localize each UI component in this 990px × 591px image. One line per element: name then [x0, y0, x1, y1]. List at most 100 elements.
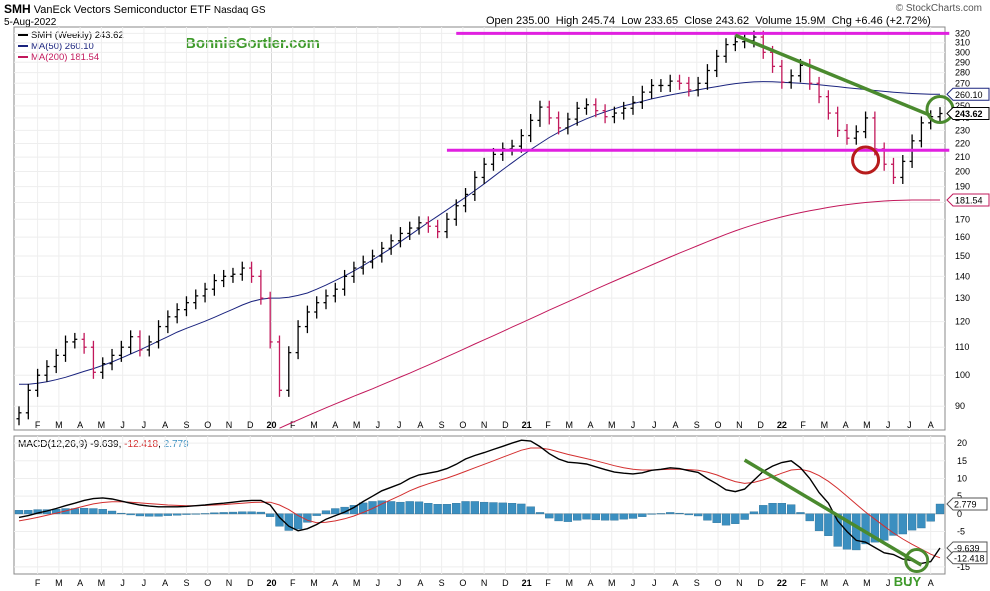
price-y-tick-label: 310	[955, 38, 970, 48]
price-bar	[779, 59, 785, 89]
ma200-line	[279, 199, 940, 429]
security-name: VanEck Vectors Semiconductor ETF	[33, 4, 211, 16]
macd-histogram-bar	[154, 513, 163, 517]
price-bar	[658, 79, 664, 93]
price-y-tick-label: 230	[955, 125, 970, 135]
macd-histogram-bar	[656, 513, 666, 515]
price-bar	[286, 346, 292, 397]
price-bar	[844, 124, 850, 145]
macd-histogram-bar	[684, 513, 693, 516]
price-bar	[379, 241, 385, 263]
price-bar	[918, 116, 924, 148]
macd-histogram-bar	[591, 513, 600, 521]
macd-x-tick-label: O	[715, 578, 722, 588]
price-bar	[258, 269, 264, 305]
macd-y-tick-label: -15	[957, 562, 970, 572]
price-tag	[946, 107, 990, 121]
macd-buy-circle	[904, 548, 930, 574]
price-x-tick-label: D	[247, 420, 254, 430]
watermark: BonnieGortler.com	[185, 35, 321, 52]
price-bar	[267, 291, 273, 349]
macd-histogram-bar	[479, 501, 489, 515]
macd-histogram-bar	[768, 503, 777, 515]
macd-x-tick-label: O	[204, 578, 211, 588]
macd-x-tick-label: A	[673, 578, 679, 588]
price-tag	[946, 193, 990, 207]
macd-histogram-bar	[256, 511, 266, 515]
price-bar	[704, 64, 710, 90]
price-bar	[416, 216, 422, 235]
macd-x-tick-label: D	[247, 578, 254, 588]
price-bar	[528, 113, 534, 143]
price-legend: SMH (Weekly) 243.62 MA(50) 260.10 MA(200…	[18, 30, 124, 63]
ma50-line	[19, 81, 941, 385]
macd-x-tick-label: A	[417, 578, 423, 588]
price-y-tick-label: 270	[955, 78, 970, 88]
macd-histogram-bar	[79, 507, 89, 515]
price-y-tick-label: 190	[955, 182, 970, 192]
macd-histogram-bar	[396, 501, 405, 515]
price-bar	[249, 261, 255, 283]
price-y-tick-label: 140	[955, 271, 970, 281]
price-bar	[63, 335, 69, 362]
macd-value-1: -9.639	[90, 439, 119, 450]
macd-tag	[946, 497, 988, 511]
price-bar	[16, 406, 22, 426]
price-x-tick-label: O	[715, 420, 722, 430]
price-bar	[677, 74, 683, 90]
price-bar	[174, 303, 180, 324]
price-bar	[230, 267, 236, 283]
macd-histogram-bar	[386, 501, 396, 515]
price-x-tick-label: A	[417, 420, 423, 430]
macd-histogram-bar	[898, 513, 907, 535]
price-bar	[723, 38, 729, 63]
price-bar	[44, 360, 50, 382]
macd-histogram-bar	[433, 504, 442, 515]
chg-label: Chg	[831, 15, 852, 27]
price-bar	[202, 282, 208, 303]
close-value: 243.62	[715, 15, 750, 27]
chg-value: +6.46 (+2.72%)	[854, 15, 931, 27]
price-bar	[25, 383, 31, 420]
price-bar	[323, 289, 329, 310]
macd-y-tick-label: 10	[957, 473, 967, 483]
macd-x-tick-label: J	[142, 578, 147, 588]
macd-histogram-bar	[210, 512, 219, 515]
price-x-tick-label: A	[843, 420, 849, 430]
exchange: Nasdaq GS	[213, 5, 266, 16]
ohlc-summary: Open 235.00 High 245.74 Low 233.65 Close…	[486, 15, 931, 27]
legend-swatch-ma200	[18, 56, 28, 59]
price-bar	[370, 249, 376, 269]
price-y-tick-label: 250	[955, 101, 970, 111]
macd-x-tick-label: 22	[777, 578, 787, 588]
macd-histogram-bar	[721, 513, 731, 526]
price-bar	[100, 357, 106, 379]
price-x-tick-label: A	[332, 420, 338, 430]
macd-histogram-bar	[461, 501, 470, 515]
macd-histogram-bar	[107, 510, 117, 515]
price-x-tick-label: A	[673, 420, 679, 430]
price-bar	[630, 96, 636, 115]
macd-histogram-bar	[321, 510, 331, 515]
legend-ma200: MA(200) 181.54	[18, 52, 124, 63]
volume-label: Volume	[755, 15, 792, 27]
macd-y-tick-label: -5	[957, 527, 965, 537]
macd-value-3: 2.779	[163, 439, 189, 450]
macd-histogram-bar	[24, 510, 33, 515]
macd-histogram-bar	[517, 503, 526, 515]
macd-histogram-bar	[554, 513, 563, 522]
macd-histogram-bar	[628, 513, 638, 519]
macd-histogram-bar	[759, 505, 768, 515]
price-bar	[239, 261, 245, 281]
price-bar	[53, 348, 59, 374]
price-bar	[649, 79, 655, 99]
price-y-tick-label: 320	[955, 28, 970, 38]
macd-histogram-bar	[805, 513, 814, 522]
price-bar	[732, 35, 738, 52]
downtrend-line	[734, 33, 932, 118]
price-bar	[332, 282, 338, 303]
price-bar	[695, 76, 701, 97]
legend-price: SMH (Weekly) 243.62	[18, 30, 124, 41]
